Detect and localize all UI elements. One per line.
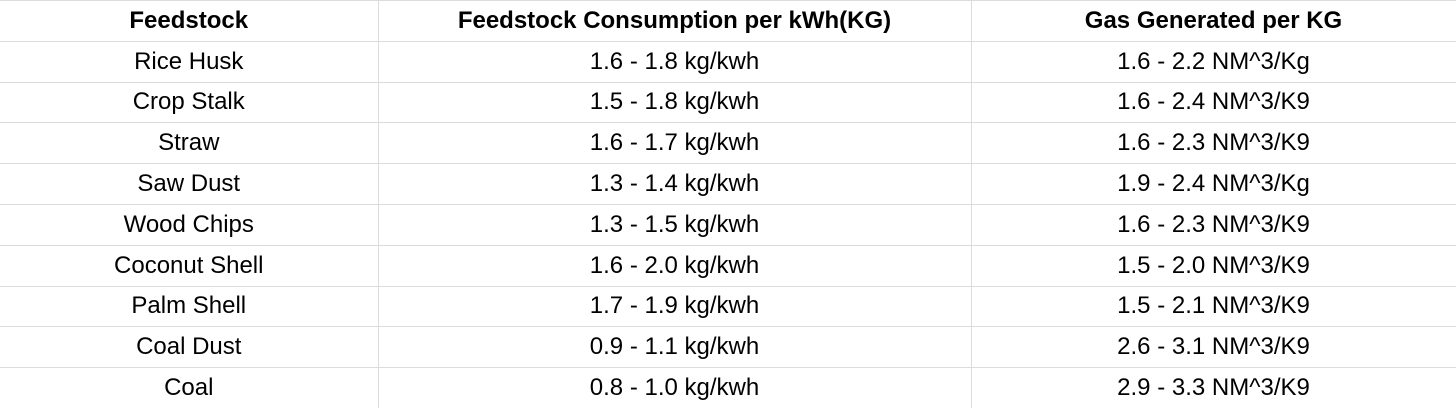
gas-cell[interactable]: 2.6 - 3.1 NM^3/K9 bbox=[970, 326, 1456, 369]
feedstock-cell[interactable]: Coal Dust bbox=[0, 326, 379, 369]
consumption-cell[interactable]: 1.7 - 1.9 kg/kwh bbox=[377, 285, 972, 328]
consumption-cell[interactable]: 0.8 - 1.0 kg/kwh bbox=[377, 367, 972, 408]
feedstock-cell[interactable]: Rice Husk bbox=[0, 40, 379, 83]
feedstock-cell[interactable]: Coconut Shell bbox=[0, 244, 379, 287]
header-cell-feedstock[interactable]: Feedstock bbox=[0, 0, 379, 42]
consumption-cell[interactable]: 1.6 - 1.8 kg/kwh bbox=[377, 40, 972, 83]
gas-cell[interactable]: 1.6 - 2.2 NM^3/Kg bbox=[970, 40, 1456, 83]
gas-cell[interactable]: 1.6 - 2.3 NM^3/K9 bbox=[970, 203, 1456, 246]
feedstock-cell[interactable]: Coal bbox=[0, 367, 379, 408]
gas-cell[interactable]: 1.6 - 2.3 NM^3/K9 bbox=[970, 122, 1456, 165]
header-row: Feedstock Feedstock Consumption per kWh(… bbox=[0, 0, 1456, 42]
table-row: Coconut Shell 1.6 - 2.0 kg/kwh 1.5 - 2.0 N… bbox=[0, 244, 1456, 287]
header-cell-gas[interactable]: Gas Generated per KG bbox=[970, 0, 1456, 42]
table-row: Rice Husk 1.6 - 1.8 kg/kwh 1.6 - 2.2 NM^3/… bbox=[0, 40, 1456, 83]
feedstock-cell[interactable]: Palm Shell bbox=[0, 285, 379, 328]
consumption-cell[interactable]: 1.3 - 1.5 kg/kwh bbox=[377, 203, 972, 246]
header-cell-consumption[interactable]: Feedstock Consumption per kWh(KG) bbox=[377, 0, 972, 42]
consumption-cell[interactable]: 1.6 - 2.0 kg/kwh bbox=[377, 244, 972, 287]
consumption-cell[interactable]: 1.6 - 1.7 kg/kwh bbox=[377, 122, 972, 165]
table-row: Coal Dust 0.9 - 1.1 kg/kwh 2.6 - 3.1 NM^3/… bbox=[0, 326, 1456, 369]
table-row: Coal 0.8 - 1.0 kg/kwh 2.9 - 3.3 NM^3/K9 bbox=[0, 367, 1456, 408]
gas-cell[interactable]: 1.9 - 2.4 NM^3/Kg bbox=[970, 163, 1456, 205]
table-row: Straw 1.6 - 1.7 kg/kwh 1.6 - 2.3 NM^3/K9 bbox=[0, 122, 1456, 165]
gas-cell[interactable]: 1.5 - 2.0 NM^3/K9 bbox=[970, 244, 1456, 287]
table-row: Wood Chips 1.3 - 1.5 kg/kwh 1.6 - 2.3 NM^3… bbox=[0, 203, 1456, 246]
table-row: Palm Shell 1.7 - 1.9 kg/kwh 1.5 - 2.1 NM^3… bbox=[0, 285, 1456, 328]
consumption-cell[interactable]: 0.9 - 1.1 kg/kwh bbox=[377, 326, 972, 369]
consumption-cell[interactable]: 1.3 - 1.4 kg/kwh bbox=[377, 163, 972, 205]
feedstock-cell[interactable]: Wood Chips bbox=[0, 203, 379, 246]
gas-cell[interactable]: 1.6 - 2.4 NM^3/K9 bbox=[970, 81, 1456, 124]
feedstock-cell[interactable]: Saw Dust bbox=[0, 163, 379, 205]
gas-cell[interactable]: 2.9 - 3.3 NM^3/K9 bbox=[970, 367, 1456, 408]
feedstock-cell[interactable]: Straw bbox=[0, 122, 379, 165]
table-body: Rice Husk 1.6 - 1.8 kg/kwh 1.6 - 2.2 NM^3/… bbox=[0, 40, 1456, 408]
table-row: Saw Dust 1.3 - 1.4 kg/kwh 1.9 - 2.4 NM^3/K… bbox=[0, 163, 1456, 205]
gas-cell[interactable]: 1.5 - 2.1 NM^3/K9 bbox=[970, 285, 1456, 328]
feedstock-cell[interactable]: Crop Stalk bbox=[0, 81, 379, 124]
table-row: Crop Stalk 1.5 - 1.8 kg/kwh 1.6 - 2.4 NM^3… bbox=[0, 81, 1456, 124]
consumption-cell[interactable]: 1.5 - 1.8 kg/kwh bbox=[377, 81, 972, 124]
